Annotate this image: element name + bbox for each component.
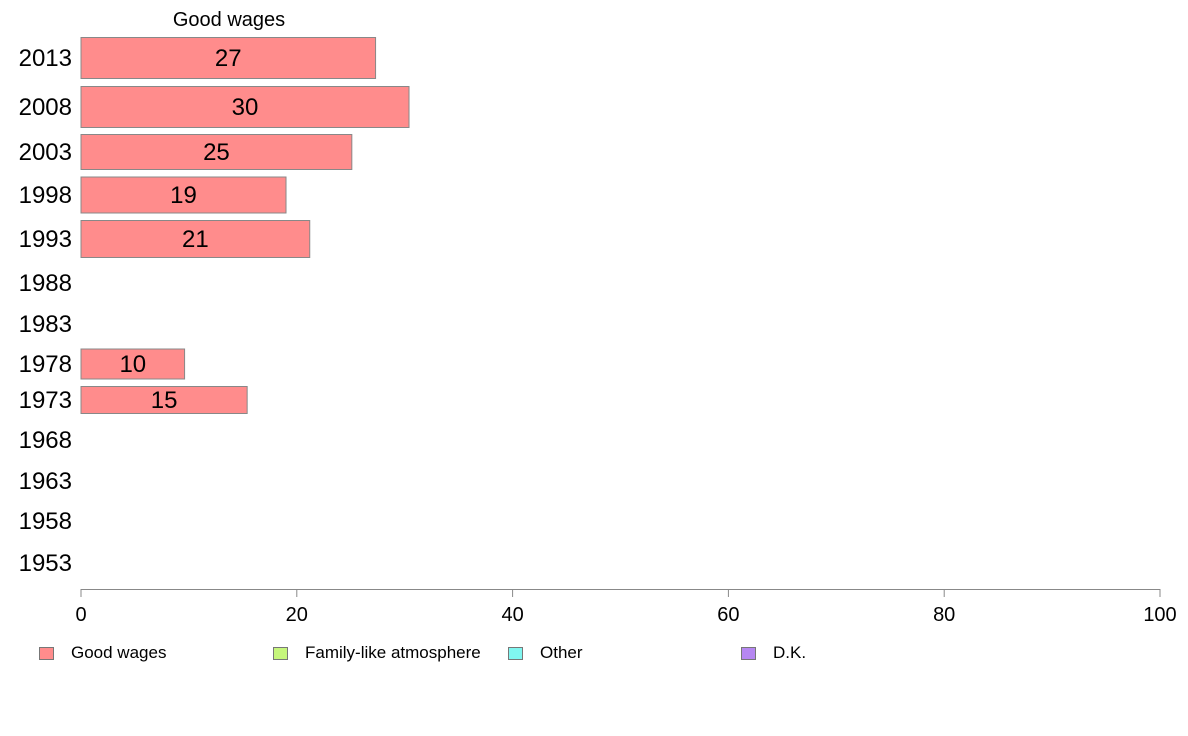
y-tick-label: 1963: [19, 468, 72, 495]
bar-2003: [80, 134, 353, 170]
bar-value-label: 15: [151, 387, 178, 414]
bar-1998: [80, 176, 287, 214]
legend-item: D.K.: [741, 643, 806, 663]
y-tick-label: 2003: [19, 139, 72, 166]
bar-1978: [80, 348, 186, 380]
x-axis-ticks: 0 20 40 60 80 100: [75, 589, 1177, 626]
legend-item: Family-like atmosphere: [273, 643, 481, 663]
x-tick-label: 0: [75, 604, 86, 626]
legend-label: D.K.: [773, 643, 807, 662]
bars-group: [80, 37, 410, 414]
legend-swatch: [273, 646, 288, 660]
x-tick-label: 40: [501, 604, 523, 626]
bar-2008: [80, 86, 410, 128]
y-tick-label: 1968: [19, 427, 72, 454]
x-tick-label: 100: [1143, 604, 1176, 626]
bar-1993: [80, 220, 311, 258]
legend: Good wages Family-like atmosphere Other D.K…: [0, 643, 1188, 667]
y-tick-label: 1983: [19, 311, 72, 338]
legend-swatch: [508, 646, 523, 660]
y-tick-label: 1998: [19, 182, 72, 209]
y-tick-label: 1973: [19, 387, 72, 414]
legend-swatch: [741, 646, 756, 660]
y-tick-label: 2013: [19, 45, 72, 72]
bar-value-label: 21: [182, 226, 209, 253]
y-tick-label: 1953: [19, 550, 72, 577]
legend-label: Good wages: [71, 643, 167, 662]
bar-value-label: 30: [232, 94, 259, 121]
legend-label: Other: [540, 643, 583, 662]
bar-value-label: 27: [215, 45, 242, 72]
bar-value-label: 10: [119, 351, 146, 378]
y-tick-label: 1988: [19, 270, 72, 297]
y-tick-label: 1978: [19, 351, 72, 378]
legend-item: Other: [508, 643, 583, 663]
x-tick-label: 60: [717, 604, 739, 626]
y-tick-label: 1993: [19, 226, 72, 253]
y-tick-label: 1958: [19, 508, 72, 535]
y-tick-label: 2008: [19, 94, 72, 121]
x-tick-label: 20: [286, 604, 308, 626]
bar-value-label: 25: [203, 139, 230, 166]
legend-swatch: [39, 646, 54, 660]
bar-1973: [80, 386, 248, 414]
bar-2013: [80, 37, 377, 79]
y-axis-labels: 2013 2008 2003 1998 1993 1988 1983 1978 1973 1968…: [19, 45, 72, 577]
legend-label: Family-like atmosphere: [305, 643, 481, 662]
chart-title: Good wages: [173, 9, 285, 31]
x-tick-label: 80: [933, 604, 955, 626]
bar-value-label: 19: [170, 182, 197, 209]
legend-item: Good wages: [39, 643, 166, 663]
